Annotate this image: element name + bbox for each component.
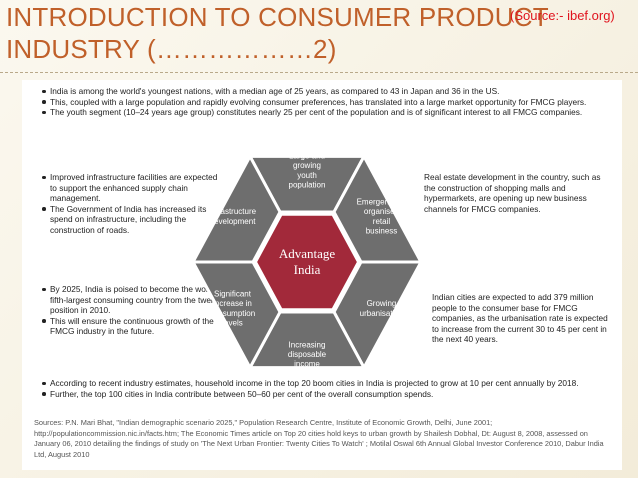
center-hex <box>254 213 360 311</box>
segment-label-line: business <box>366 226 398 235</box>
segment-label-line: youth <box>297 171 317 180</box>
left-top-bullets: Improved infrastructure facilities are e… <box>40 172 220 236</box>
bullet: Improved infrastructure facilities are e… <box>42 172 220 204</box>
bullet: The youth segment (10–24 years age group… <box>42 107 615 118</box>
segment-label-line: development <box>210 217 257 226</box>
segment-label-line: Infrastructure <box>209 207 257 216</box>
bullet: This will ensure the continuous growth o… <box>42 316 222 337</box>
segment-label-line: Increasing <box>289 340 326 349</box>
segment-label: Growing urbanisation <box>360 299 404 318</box>
segment-label: Increasing disposable income <box>288 340 327 368</box>
segment-label-line: urbanisation <box>360 309 404 318</box>
segment-label-line: Significant <box>214 290 252 299</box>
top-bullets: India is among the world's youngest nati… <box>40 86 615 118</box>
segment-label-line: consumption <box>210 309 255 318</box>
segment-label-line: organised <box>364 207 399 216</box>
source-note: (Source:- ibef.org) <box>510 8 615 23</box>
left-bottom-bullets: By 2025, India is poised to become the w… <box>40 284 222 337</box>
segment-label-line: increase in <box>213 299 252 308</box>
segment-label: Large and growing youth population <box>289 152 326 190</box>
segment-label-line: Emergence of <box>357 198 408 207</box>
title-line: INTRODUCTION TO CONSUMER PRODUCT <box>6 2 549 32</box>
bullet: The Government of India has increased it… <box>42 204 220 236</box>
hex-segment <box>190 153 282 264</box>
center-label-line: Advantage <box>279 246 336 261</box>
segment-label-line: levels <box>222 318 242 327</box>
bullet: By 2025, India is poised to become the w… <box>42 284 223 316</box>
bullet: According to recent industry estimates, … <box>42 378 615 389</box>
segment-label-line: growing <box>293 161 321 170</box>
segment-label: Significant increase in consumption levels <box>210 290 255 328</box>
title-line: INDUSTRY (………………2) <box>6 34 337 64</box>
divider <box>0 72 638 73</box>
segment-label-line: Growing <box>367 299 397 308</box>
segment-label: Emergence of organised retail business <box>357 198 408 236</box>
sources: Sources: P.N. Mari Bhat, "Indian demogra… <box>34 418 604 459</box>
segment-label-line: disposable <box>288 350 327 359</box>
right-top-text: Real estate development in the country, … <box>424 172 601 214</box>
bottom-bullets: According to recent industry estimates, … <box>40 378 615 399</box>
segment-label-line: population <box>289 180 326 189</box>
segment-label: Infrastructure development <box>209 207 257 226</box>
segment-label-line: Large and <box>289 152 325 161</box>
center-label: Advantage India <box>279 246 336 277</box>
bullet: This, coupled with a large population an… <box>42 97 615 108</box>
segment-label-line: income <box>294 360 320 369</box>
center-label-line: India <box>294 262 321 277</box>
bullet: India is among the world's youngest nati… <box>42 86 615 97</box>
bullet: Further, the top 100 cities in India con… <box>42 389 615 400</box>
segment-label-line: retail <box>373 217 391 226</box>
right-bottom-text: Indian cities are expected to add 379 mi… <box>432 292 608 345</box>
